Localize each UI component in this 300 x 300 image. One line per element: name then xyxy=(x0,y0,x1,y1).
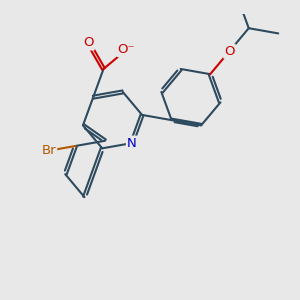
Text: N: N xyxy=(127,136,137,150)
Text: O⁻: O⁻ xyxy=(118,43,135,56)
Text: Br: Br xyxy=(42,144,56,157)
Text: O: O xyxy=(83,37,94,50)
Text: O: O xyxy=(224,45,235,58)
